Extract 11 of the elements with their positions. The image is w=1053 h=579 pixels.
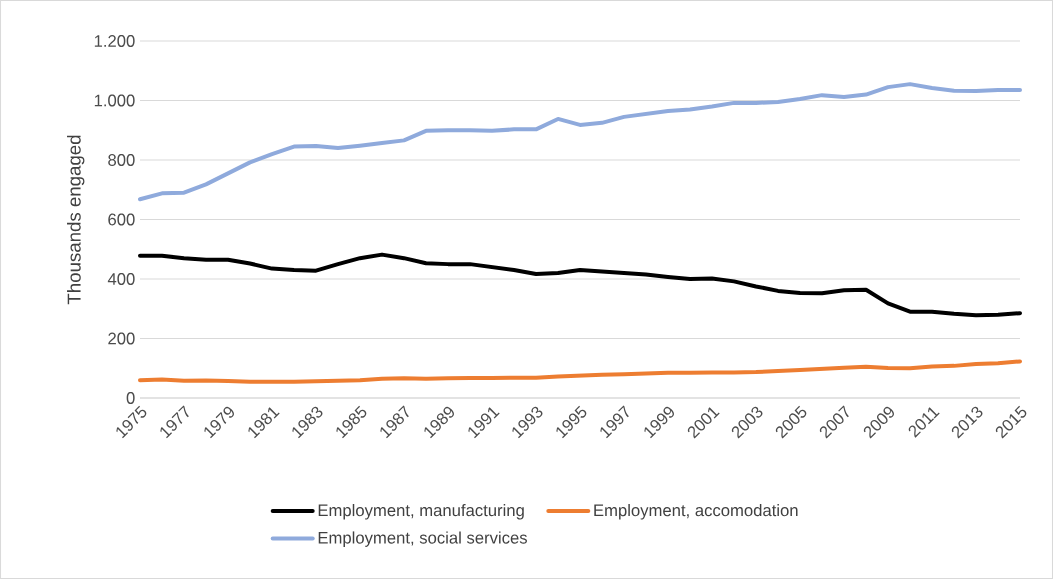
y-axis-title: Thousands engaged — [67, 135, 85, 305]
legend-label: Employment, social services — [318, 531, 527, 547]
legend-label: Employment, accomodation — [594, 503, 798, 520]
y-tick-label: 800 — [108, 154, 135, 166]
y-tick-label: 1.200 — [94, 35, 135, 47]
y-tick-label: 1.000 — [94, 94, 135, 107]
y-tick-label: 0 — [126, 392, 135, 404]
legend-label: Employment, manufacturing — [318, 503, 524, 520]
y-tick-label: 600 — [108, 213, 135, 226]
y-tick-label: 400 — [107, 273, 135, 285]
y-tick-label: 200 — [108, 332, 135, 345]
